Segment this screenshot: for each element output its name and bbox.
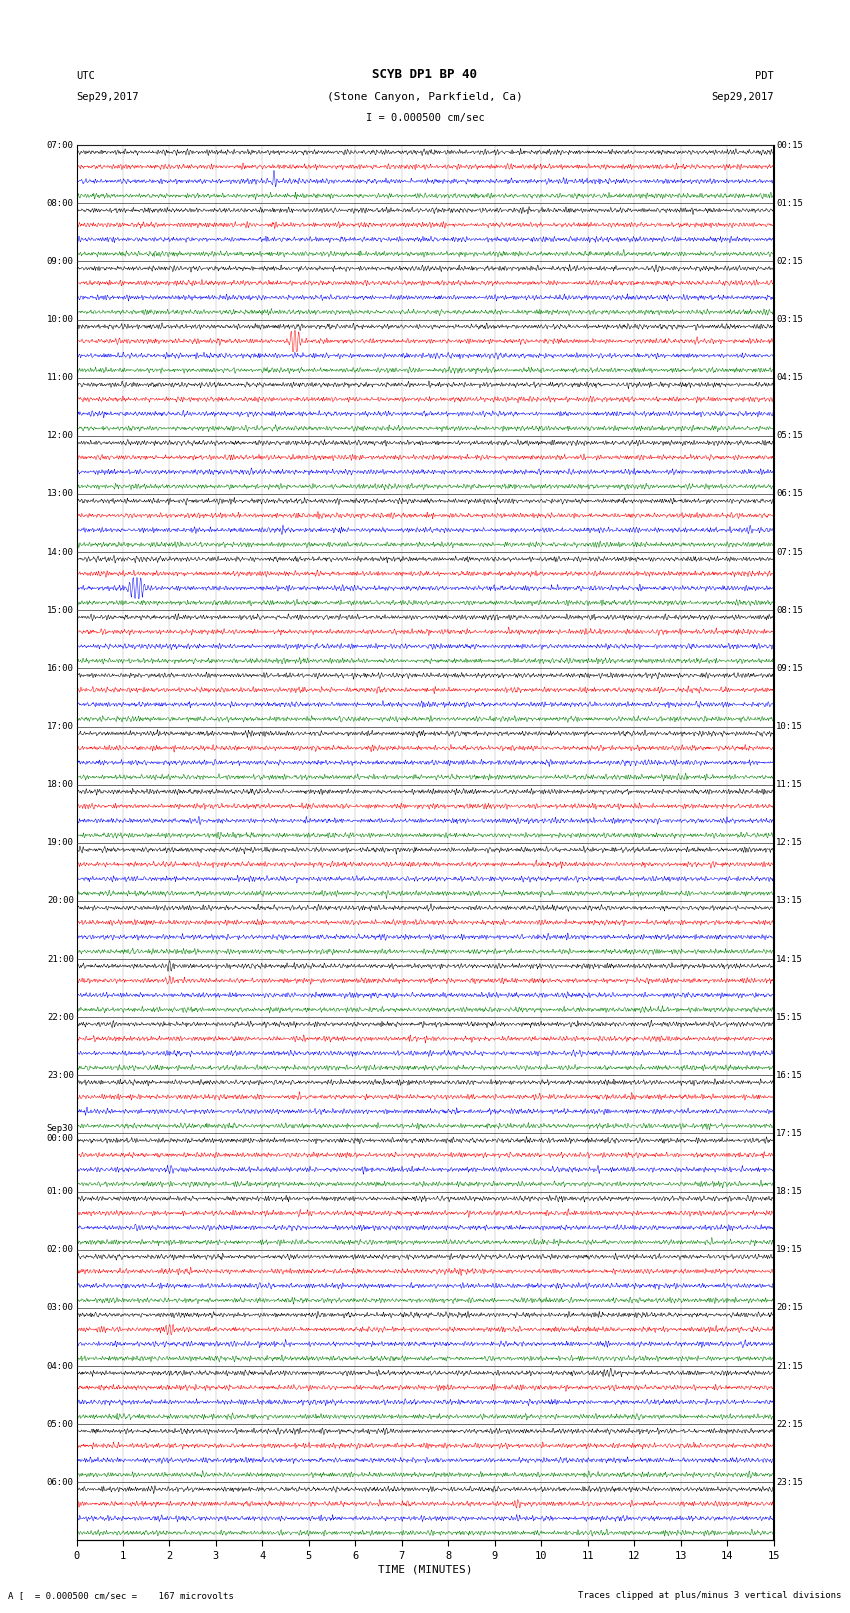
Text: I = 0.000500 cm/sec: I = 0.000500 cm/sec: [366, 113, 484, 123]
Text: Sep29,2017: Sep29,2017: [711, 92, 774, 102]
Text: PDT: PDT: [755, 71, 774, 81]
Text: Traces clipped at plus/minus 3 vertical divisions: Traces clipped at plus/minus 3 vertical …: [578, 1590, 842, 1600]
Text: SCYB DP1 BP 40: SCYB DP1 BP 40: [372, 68, 478, 81]
Text: A [  = 0.000500 cm/sec =    167 microvolts: A [ = 0.000500 cm/sec = 167 microvolts: [8, 1590, 235, 1600]
X-axis label: TIME (MINUTES): TIME (MINUTES): [377, 1565, 473, 1574]
Text: Sep29,2017: Sep29,2017: [76, 92, 139, 102]
Text: (Stone Canyon, Parkfield, Ca): (Stone Canyon, Parkfield, Ca): [327, 92, 523, 102]
Text: UTC: UTC: [76, 71, 95, 81]
